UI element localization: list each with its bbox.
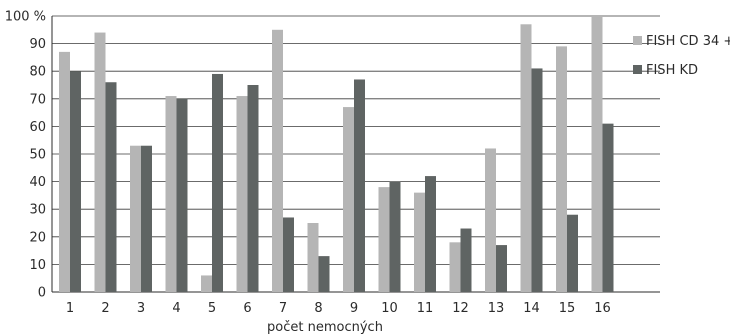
bar-fish-cd34-4 [165, 96, 177, 292]
y-tick-label: 100 % [5, 10, 46, 25]
x-tick-label: 16 [594, 301, 611, 316]
x-tick-label: 7 [279, 301, 287, 316]
legend-swatch [633, 65, 642, 74]
x-tick-label: 11 [417, 301, 434, 316]
y-tick-label: 80 [29, 65, 46, 80]
bar-fish-cd34-15 [556, 46, 567, 292]
legend-swatch [633, 36, 642, 45]
x-tick-label: 8 [314, 301, 322, 316]
bar-fish-kd-14 [531, 68, 543, 292]
bar-fish-cd34-2 [94, 32, 106, 293]
x-tick-label: 4 [172, 301, 180, 316]
bar-fish-kd-9 [354, 79, 365, 292]
bar-fish-cd34-8 [307, 223, 319, 292]
bars [59, 16, 614, 293]
bar-fish-cd34-11 [414, 192, 425, 292]
x-tick-label: 12 [452, 301, 469, 316]
bar-fish-cd34-13 [485, 148, 496, 292]
y-tick-label: 90 [29, 37, 46, 52]
x-tick-label: 13 [488, 301, 505, 316]
bar-fish-kd-5 [212, 73, 223, 293]
legend-label: FISH KD [646, 63, 698, 78]
x-tick-label: 15 [559, 301, 576, 316]
y-tick-label: 10 [29, 258, 46, 273]
bar-fish-kd-7 [283, 217, 294, 292]
x-tick-label: 10 [381, 301, 398, 316]
x-axis-label: počet nemocných [267, 320, 383, 335]
x-tick-label: 9 [350, 301, 358, 316]
x-tick-label: 5 [208, 301, 216, 316]
x-tick-label: 3 [137, 301, 145, 316]
y-tick-label: 60 [29, 120, 46, 135]
y-tick-label: 0 [38, 286, 46, 301]
x-tick-label: 1 [66, 301, 74, 316]
bar-fish-kd-4 [176, 98, 188, 292]
bar-fish-kd-15 [567, 214, 578, 292]
bar-fish-cd34-16 [591, 16, 603, 292]
bar-fish-kd-2 [105, 82, 117, 293]
x-axis-ticks: 1 2 3 4 5 6 7 8 9 10 11 12 13 14 15 16 [66, 301, 611, 316]
x-tick-label: 2 [101, 301, 109, 316]
bar-fish-kd-12 [460, 228, 472, 292]
legend-label: FISH CD 34 + [646, 34, 730, 49]
bar-fish-kd-13 [496, 245, 507, 292]
y-axis-ticks: 0 10 20 30 40 50 60 70 80 90 100 % [5, 10, 46, 301]
x-tick-label: 14 [523, 301, 540, 316]
y-tick-label: 50 [29, 148, 46, 163]
bar-fish-cd34-3 [130, 145, 141, 292]
bar-fish-kd-10 [389, 181, 401, 292]
bar-fish-kd-16 [602, 123, 614, 292]
bar-fish-kd-1 [70, 71, 81, 292]
bar-fish-cd34-9 [343, 107, 354, 292]
y-tick-label: 30 [29, 203, 46, 218]
y-tick-label: 70 [29, 92, 46, 107]
legend: FISH CD 34 + FISH KD [633, 34, 730, 78]
x-tick-label: 6 [243, 301, 251, 316]
bar-fish-cd34-14 [520, 24, 532, 293]
bar-fish-kd-6 [247, 85, 259, 292]
y-tick-label: 40 [29, 175, 46, 190]
bar-fish-cd34-6 [236, 96, 248, 292]
bar-fish-cd34-1 [59, 51, 70, 292]
bar-fish-cd34-5 [201, 275, 212, 292]
bar-fish-cd34-12 [449, 242, 461, 292]
bar-fish-kd-11 [425, 176, 436, 292]
bar-fish-cd34-7 [272, 29, 283, 293]
bar-fish-kd-3 [141, 145, 152, 292]
bar-fish-cd34-10 [378, 187, 390, 292]
y-tick-label: 20 [29, 230, 46, 245]
bar-fish-kd-8 [318, 256, 330, 292]
